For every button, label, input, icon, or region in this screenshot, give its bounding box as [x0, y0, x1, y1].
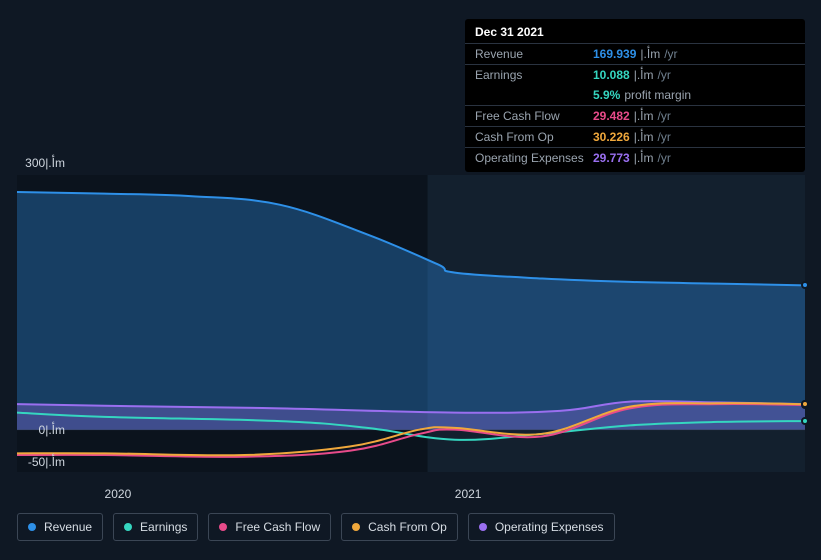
tooltip-row-value: 5.9% [593, 87, 620, 103]
tooltip-row-value: 29.773 [593, 150, 630, 166]
tooltip-row-margin: 5.9%profit margin [465, 85, 805, 105]
legend-item-earnings[interactable]: Earnings [113, 513, 198, 541]
legend-dot-icon [352, 523, 360, 531]
tooltip-row-suffix: /yr [658, 129, 671, 145]
legend-item-operatingExpenses[interactable]: Operating Expenses [468, 513, 615, 541]
legend-item-label: Operating Expenses [495, 520, 604, 534]
legend-item-revenue[interactable]: Revenue [17, 513, 103, 541]
tooltip-row-unit: |.أm [634, 108, 654, 124]
tooltip-row-suffix: /yr [658, 67, 671, 83]
chart-legend: Revenue Earnings Free Cash Flow Cash From O… [17, 513, 615, 541]
tooltip-row-unit: |.أm [634, 129, 654, 145]
legend-item-label: Revenue [44, 520, 92, 534]
x-tick-label: 2021 [455, 487, 482, 501]
tooltip-row-earnings: Earnings10.088|.أm/yr [465, 64, 805, 85]
legend-item-label: Earnings [140, 520, 187, 534]
tooltip-row-suffix: /yr [664, 46, 677, 62]
tooltip-row-opex: Operating Expenses29.773|.أm/yr [465, 147, 805, 168]
legend-dot-icon [124, 523, 132, 531]
legend-item-cashFromOp[interactable]: Cash From Op [341, 513, 458, 541]
series-end-marker-revenue [801, 281, 809, 289]
tooltip-row-value: 169.939 [593, 46, 636, 62]
tooltip-row-label: Operating Expenses [475, 150, 593, 166]
financials-chart[interactable] [17, 175, 805, 472]
tooltip-row-unit: profit margin [624, 87, 691, 103]
tooltip-row-label: Earnings [475, 67, 593, 83]
y-tick-label: 0|.أm [39, 423, 65, 437]
tooltip-row-label: Free Cash Flow [475, 108, 593, 124]
legend-item-freeCashFlow[interactable]: Free Cash Flow [208, 513, 331, 541]
legend-item-label: Free Cash Flow [235, 520, 320, 534]
legend-dot-icon [28, 523, 36, 531]
x-tick-label: 2020 [105, 487, 132, 501]
tooltip-row-fcf: Free Cash Flow29.482|.أm/yr [465, 105, 805, 126]
tooltip-row-label: Cash From Op [475, 129, 593, 145]
legend-item-label: Cash From Op [368, 520, 447, 534]
tooltip-row-suffix: /yr [658, 108, 671, 124]
legend-dot-icon [479, 523, 487, 531]
series-end-marker-cashFromOp [801, 400, 809, 408]
y-tick-label: 300|.أm [25, 156, 65, 170]
series-end-marker-earnings [801, 417, 809, 425]
tooltip-row-suffix: /yr [658, 150, 671, 166]
tooltip-row-value: 29.482 [593, 108, 630, 124]
y-tick-label: -50|.أm [28, 455, 65, 469]
legend-dot-icon [219, 523, 227, 531]
tooltip-row-revenue: Revenue169.939|.أm/yr [465, 43, 805, 64]
tooltip-row-value: 30.226 [593, 129, 630, 145]
tooltip-row-cfo: Cash From Op30.226|.أm/yr [465, 126, 805, 147]
tooltip-row-unit: |.أm [634, 67, 654, 83]
tooltip-row-label: Revenue [475, 46, 593, 62]
tooltip-row-value: 10.088 [593, 67, 630, 83]
chart-tooltip: Dec 31 2021 Revenue169.939|.أm/yrEarning… [465, 19, 805, 172]
tooltip-title: Dec 31 2021 [465, 25, 805, 43]
tooltip-row-unit: |.أm [634, 150, 654, 166]
tooltip-row-unit: |.أm [640, 46, 660, 62]
